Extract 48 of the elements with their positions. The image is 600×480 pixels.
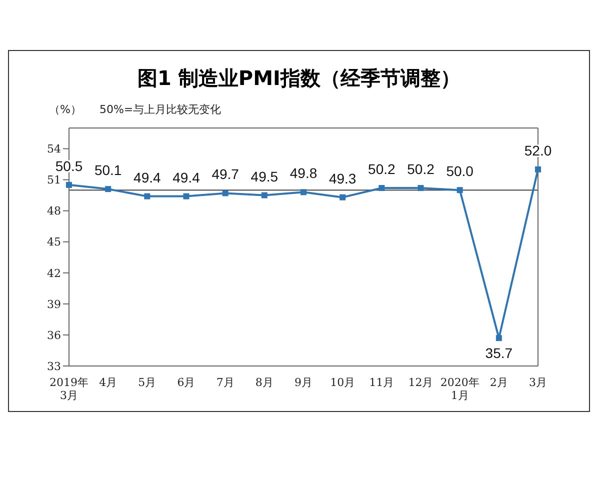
point (261, 192, 268, 198)
y-axis-title: （%） (49, 102, 82, 117)
y-tick-label: 33 (47, 360, 61, 373)
point (66, 182, 72, 188)
x-tick-label: 5月 (138, 376, 156, 389)
point (222, 190, 228, 196)
data-label: 49.4 (134, 169, 162, 186)
x-tick-label: 7月 (216, 376, 234, 389)
y-tick-label: 54 (47, 142, 61, 156)
x-tick-label: 2月 (490, 376, 508, 389)
data-label: 50.1 (94, 162, 122, 178)
data-label: 49.3 (328, 170, 356, 186)
point (496, 335, 502, 342)
point (418, 185, 424, 192)
point (340, 194, 346, 200)
x-tick-label: 2019年 3月 (50, 376, 88, 402)
data-label: 49.8 (290, 165, 318, 182)
y-tick-label: 51 (47, 174, 61, 187)
chart-title: 图1 制造业PMI指数（经季节调整） (136, 65, 462, 92)
y-tick-label: 42 (47, 266, 61, 280)
x-tick-label: 3月 (529, 376, 547, 389)
point (456, 187, 463, 194)
data-label: 49.4 (172, 169, 200, 186)
data-label: 50.2 (368, 161, 396, 178)
x-tick-label: 9月 (294, 376, 312, 389)
text: 50%=与上月比较无变化 (99, 102, 222, 117)
y-tick-label: 36 (47, 328, 61, 342)
data-label: 35.7 (485, 345, 513, 362)
point (300, 189, 306, 196)
data-label: 49.5 (250, 168, 278, 184)
y-tick-label: 48 (47, 204, 61, 218)
y-tick-label: 45 (47, 236, 61, 249)
x-tick-label: 11月 (369, 376, 394, 389)
x-tick-label: 2020年 1月 (440, 376, 480, 402)
x-tick-label: 10月 (330, 376, 356, 389)
data-label: 50.2 (407, 161, 435, 178)
point (183, 193, 190, 200)
data-label: 50.0 (446, 163, 474, 180)
point (378, 185, 385, 192)
x-tick-label: 4月 (99, 376, 118, 389)
x-tick-label: 6月 (177, 376, 196, 389)
point (105, 186, 112, 192)
point (144, 193, 150, 200)
data-label: 49.7 (212, 166, 240, 182)
point (535, 166, 541, 172)
y-tick-label: 39 (47, 298, 61, 311)
x-tick-label: 8月 (255, 376, 274, 389)
x-tick-label: 12月 (408, 376, 434, 389)
